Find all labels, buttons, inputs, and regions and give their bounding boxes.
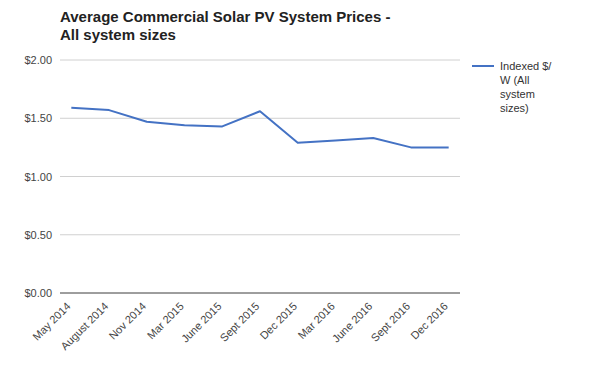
title-line: All system sizes (60, 26, 176, 43)
legend-swatch (472, 65, 494, 67)
title-line: Average Commercial Solar PV System Price… (60, 8, 390, 25)
y-tick-label: $0.50 (24, 229, 52, 241)
plot-area (71, 108, 448, 148)
x-tick-label: Dec 2015 (257, 300, 299, 342)
y-tick-label: $1.00 (24, 171, 52, 183)
x-tick-label: Nov 2014 (106, 300, 148, 342)
grid-line (60, 234, 460, 235)
line (71, 108, 448, 148)
chart: Average Commercial Solar PV System Price… (0, 0, 600, 371)
legend-label: Indexed $/ W (All system sizes) (500, 60, 552, 114)
grid-line (60, 60, 460, 61)
legend: Indexed $/ W (All system sizes) (472, 60, 552, 114)
x-tick-label: June 2016 (330, 300, 375, 345)
grid-line (60, 293, 460, 294)
y-tick-label: $2.00 (24, 54, 52, 66)
y-tick-label: $0.00 (24, 287, 52, 299)
x-tick-label: June 2015 (179, 300, 224, 345)
x-tick-label: Dec 2016 (408, 300, 450, 342)
y-axis: $0.00 $0.50 $1.00 $1.50 $2.00 (24, 54, 52, 299)
legend-label-line: W (All (500, 74, 529, 86)
legend-label-line: system (500, 88, 535, 100)
y-grid (60, 60, 460, 293)
title: Average Commercial Solar PV System Price… (60, 8, 390, 43)
x-tick-label: Sept 2015 (217, 300, 261, 344)
grid-line (60, 118, 460, 119)
legend-label-line: sizes) (500, 102, 529, 114)
x-tick-label: Sept 2016 (368, 300, 412, 344)
x-tick-label: August 2014 (58, 300, 110, 352)
grid-line (60, 176, 460, 177)
legend-label-line: Indexed $/ (500, 60, 552, 72)
x-axis-line (60, 293, 460, 294)
x-axis: May 2014August 2014Nov 2014Mar 2015June … (30, 293, 460, 352)
y-tick-label: $1.50 (24, 112, 52, 124)
